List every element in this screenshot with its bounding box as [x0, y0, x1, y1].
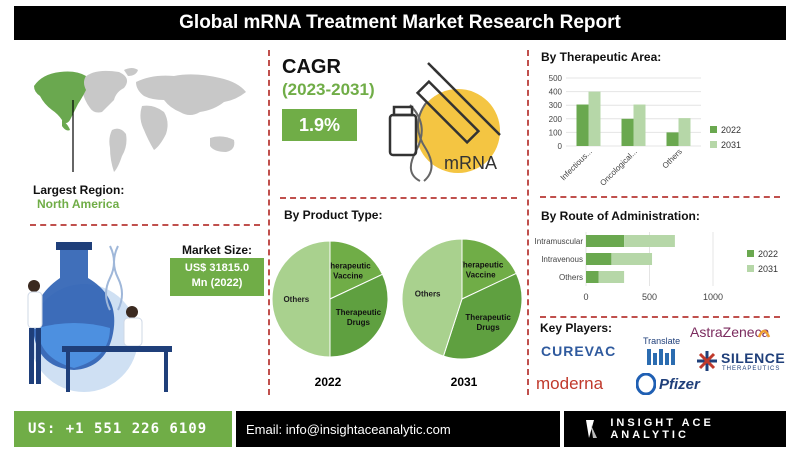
bar-2022-0 — [586, 235, 625, 247]
pie-label: Drugs — [477, 323, 501, 332]
cagr-years: (2023-2031) — [282, 80, 375, 99]
bar-2022-0 — [576, 104, 589, 146]
bar-2022-2 — [666, 132, 679, 146]
x-tick-label: 1000 — [703, 292, 723, 302]
pie-slice-1 — [329, 273, 389, 358]
footer-brand: INSIGHT ACE ANALYTIC — [564, 411, 786, 447]
largest-region-label: Largest Region: — [33, 183, 125, 197]
mrna-text: mRNA — [444, 153, 497, 173]
y-tick-label: 0 — [558, 142, 563, 151]
market-size-year: Mn (2022) — [191, 277, 243, 289]
pfizer-icon — [636, 373, 656, 395]
world-map — [34, 68, 246, 172]
pie-label: Others — [283, 295, 309, 304]
divider-right — [527, 50, 529, 395]
pie-label: Therapeutic — [458, 261, 504, 270]
brand-icon — [586, 420, 597, 438]
pie-label: Vaccine — [466, 271, 496, 280]
translate-logo-text: Translate — [643, 336, 681, 346]
y-tick-label: Others — [559, 273, 583, 282]
pie-label: Vaccine — [333, 272, 363, 281]
route-title: By Route of Administration: — [541, 209, 700, 223]
legend-label: 2022 — [758, 249, 778, 259]
pie-slice-2 — [271, 240, 331, 358]
pfizer-logo: Pfizer — [659, 376, 700, 393]
route-chart: 0 500 1000 Intramuscular Intravenous Others 20… — [535, 232, 778, 302]
brand-name: INSIGHT ACE ANALYTIC — [610, 417, 714, 441]
translate-logo — [647, 349, 675, 365]
legend-swatch — [710, 141, 717, 148]
report-title: Global mRNA Treatment Market Research Re… — [14, 6, 786, 40]
y-tick-label: 500 — [549, 74, 563, 83]
legend-swatch — [747, 265, 754, 272]
pie-2031-caption: 2031 — [451, 375, 478, 389]
bar-2022-2 — [586, 271, 599, 283]
pie-slice-0 — [461, 238, 517, 300]
pie-label: Therapeutic — [336, 308, 382, 317]
y-tick-label: Intravenous — [541, 255, 583, 264]
astrazeneca-icon — [757, 329, 771, 338]
pie-label: Others — [415, 290, 441, 299]
legend-swatch — [710, 126, 717, 133]
x-tick-label: Others — [661, 147, 684, 170]
y-tick-label: 400 — [549, 88, 563, 97]
astrazeneca-logo: AstraZeneca — [690, 324, 770, 340]
therapeutic-area-title: By Therapeutic Area: — [541, 50, 662, 64]
moderna-logo: moderna — [536, 374, 604, 393]
bar-2031-2 — [678, 118, 691, 146]
bar-2031-0 — [624, 235, 675, 247]
pie-slice-1 — [442, 272, 523, 360]
divider-left — [268, 50, 270, 395]
x-tick-label: Infectious... — [559, 147, 594, 182]
pie-slice-0 — [329, 240, 384, 300]
pie-label: Therapeutic — [325, 262, 371, 271]
bar-2022-1 — [586, 253, 612, 265]
y-tick-label: 100 — [549, 128, 563, 137]
legend-label: 2022 — [721, 125, 741, 135]
x-tick-label: 0 — [583, 292, 588, 302]
divider-right-h1 — [540, 196, 780, 198]
legend-label: 2031 — [721, 140, 741, 150]
bar-2031-2 — [598, 271, 625, 283]
pie-2022-caption: 2022 — [315, 375, 342, 389]
lab-illustration — [27, 242, 172, 392]
cagr-value: 1.9% — [282, 109, 357, 141]
pie-label: Drugs — [347, 318, 371, 327]
market-size-box: US$ 31815.0 Mn (2022) — [170, 258, 264, 296]
silence-sub: THERAPEUTICS — [722, 366, 781, 372]
x-tick-label: Oncological... — [598, 147, 639, 188]
mrna-illustration: mRNA — [388, 62, 501, 182]
legend-swatch — [747, 250, 754, 257]
bar-2031-1 — [611, 253, 653, 265]
silence-logo: SILENCE — [721, 350, 786, 366]
y-tick-label: 300 — [549, 101, 563, 110]
bar-2022-1 — [621, 118, 634, 146]
x-tick-label: 500 — [642, 292, 657, 302]
curevac-logo: CUREVAC — [541, 343, 617, 359]
market-size-value: US$ 31815.0 — [184, 262, 250, 274]
cagr-title: CAGR — [282, 56, 341, 78]
largest-region-value: North America — [37, 197, 120, 211]
silence-icon — [697, 351, 717, 371]
market-size-label: Market Size: — [181, 243, 253, 257]
y-tick-label: Intramuscular — [535, 237, 584, 246]
pie-slice-2 — [401, 238, 463, 357]
bar-2031-0 — [588, 91, 601, 146]
y-tick-label: 200 — [549, 115, 563, 124]
legend-label: 2031 — [758, 264, 778, 274]
divider-right-h2 — [540, 316, 780, 318]
divider-left-h — [30, 224, 260, 226]
therapeutic-area-chart: 0 100 200 300 400 500 Infectious... Oncological… — [549, 74, 741, 188]
bar-2031-1 — [633, 104, 646, 146]
footer-email[interactable]: Email: info@insightaceanalytic.com — [236, 411, 560, 447]
key-players-title: Key Players: — [540, 321, 613, 335]
product-type-title: By Product Type: — [284, 208, 383, 222]
product-type-pies: TherapeuticVaccineTherapeuticDrugsOthers… — [271, 238, 523, 389]
divider-mid-h — [280, 197, 517, 199]
footer-phone: US: +1 551 226 6109 — [14, 411, 232, 447]
pie-label: Therapeutic — [465, 313, 511, 322]
